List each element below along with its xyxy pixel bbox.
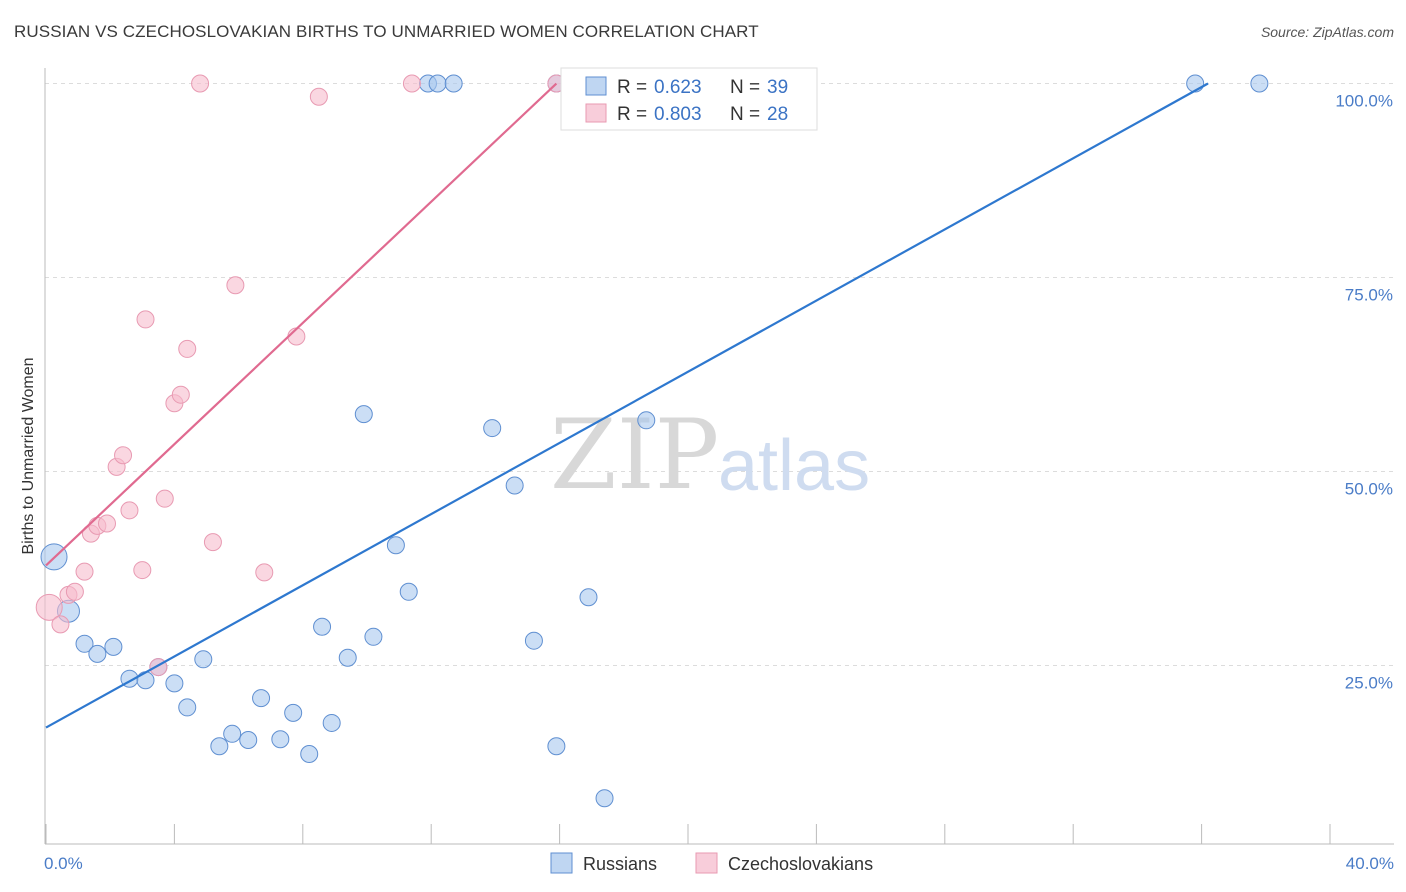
czech-points — [35, 74, 707, 677]
russians-point — [300, 744, 319, 763]
russians-point — [271, 730, 290, 749]
czech-point — [65, 582, 84, 601]
czech-point — [155, 489, 174, 508]
czech-point — [178, 339, 197, 358]
czech-point — [171, 385, 190, 404]
bottom-legend-label-czech: Czechoslovakians — [728, 854, 873, 874]
y-tick-label: 50.0% — [1345, 480, 1393, 499]
russians-point — [239, 731, 258, 750]
watermark-zip: ZIP — [550, 399, 719, 511]
russians-point — [313, 617, 332, 636]
czech-point — [114, 446, 133, 465]
legend-r-value-russians: 0.623 — [654, 77, 702, 98]
russians-point — [386, 536, 405, 555]
russians-trend-line — [45, 82, 1209, 729]
y-tick-label: 100.0% — [1335, 92, 1393, 111]
watermark: ZIP atlas — [550, 399, 870, 511]
czech-point — [133, 561, 152, 580]
russians-point — [88, 644, 107, 663]
czech-point — [287, 327, 306, 346]
watermark-atlas: atlas — [718, 426, 870, 506]
x-tick-label-max: 40.0% — [1346, 854, 1394, 873]
russians-point — [547, 737, 566, 756]
russians-point — [322, 713, 341, 732]
russians-point — [595, 789, 614, 808]
bottom-legend-label-russians: Russians — [583, 854, 657, 874]
czech-point — [203, 533, 222, 552]
y-tick-labels: 25.0% 50.0% 75.0% 100.0% — [1335, 92, 1393, 693]
legend-swatch-russians — [585, 76, 607, 96]
russians-point — [444, 74, 463, 93]
russians-point — [399, 582, 418, 601]
top-legend: R = 0.623 N = 39 R = 0.803 N = 28 — [560, 67, 818, 131]
czech-point — [120, 501, 139, 520]
czech-point — [51, 615, 70, 634]
legend-n-value-czech: 28 — [767, 104, 788, 125]
russians-point — [178, 698, 197, 717]
trend-lines — [45, 82, 1209, 729]
legend-r-value-czech: 0.803 — [654, 104, 702, 125]
russians-point — [338, 648, 357, 667]
czech-point — [309, 87, 328, 106]
chart-title: RUSSIAN VS CZECHOSLOVAKIAN BIRTHS TO UNM… — [14, 22, 759, 41]
x-tick-label-min: 0.0% — [44, 854, 83, 873]
bottom-legend: Russians Czechoslovakians — [550, 852, 873, 874]
bottom-legend-swatch-russians — [550, 852, 573, 874]
axes — [44, 68, 1394, 845]
russians-point — [1250, 74, 1269, 93]
russians-point — [483, 419, 502, 438]
russians-point — [210, 737, 229, 756]
legend-r-label: R = — [617, 77, 647, 98]
czech-point — [75, 562, 94, 581]
russians-point — [252, 689, 271, 708]
russians-point — [223, 724, 242, 743]
russians-point — [364, 627, 383, 646]
russians-point — [75, 634, 94, 653]
source-credit: Source: ZipAtlas.com — [1260, 24, 1394, 40]
czech-point — [255, 563, 274, 582]
czech-point — [226, 276, 245, 295]
legend-n-label: N = — [730, 77, 760, 98]
russians-point — [579, 588, 598, 607]
y-tick-label: 75.0% — [1345, 286, 1393, 305]
russians-point — [136, 671, 155, 690]
czech-trend-line — [45, 82, 558, 567]
russians-point — [524, 631, 543, 650]
russians-point — [354, 405, 373, 424]
czech-point — [35, 593, 63, 621]
czech-point — [97, 514, 116, 533]
russians-points — [40, 74, 1269, 808]
russians-point — [104, 637, 123, 656]
bottom-legend-swatch-czech — [695, 852, 718, 874]
legend-r-label-2: R = — [617, 104, 647, 125]
russians-point — [637, 411, 656, 430]
legend-n-value-russians: 39 — [767, 77, 788, 98]
czech-point — [136, 310, 155, 329]
y-axis-label: Births to Unmarried Women — [20, 357, 37, 554]
russians-point — [165, 674, 184, 693]
russians-point — [194, 650, 213, 669]
russians-point — [428, 74, 447, 93]
czech-point — [402, 74, 421, 93]
legend-swatch-czech — [585, 103, 607, 123]
x-tick-marks — [45, 824, 1331, 844]
russians-point — [505, 476, 524, 495]
legend-n-label-2: N = — [730, 104, 760, 125]
russians-point — [284, 703, 303, 722]
y-tick-label: 25.0% — [1345, 674, 1393, 693]
czech-point — [191, 74, 210, 93]
